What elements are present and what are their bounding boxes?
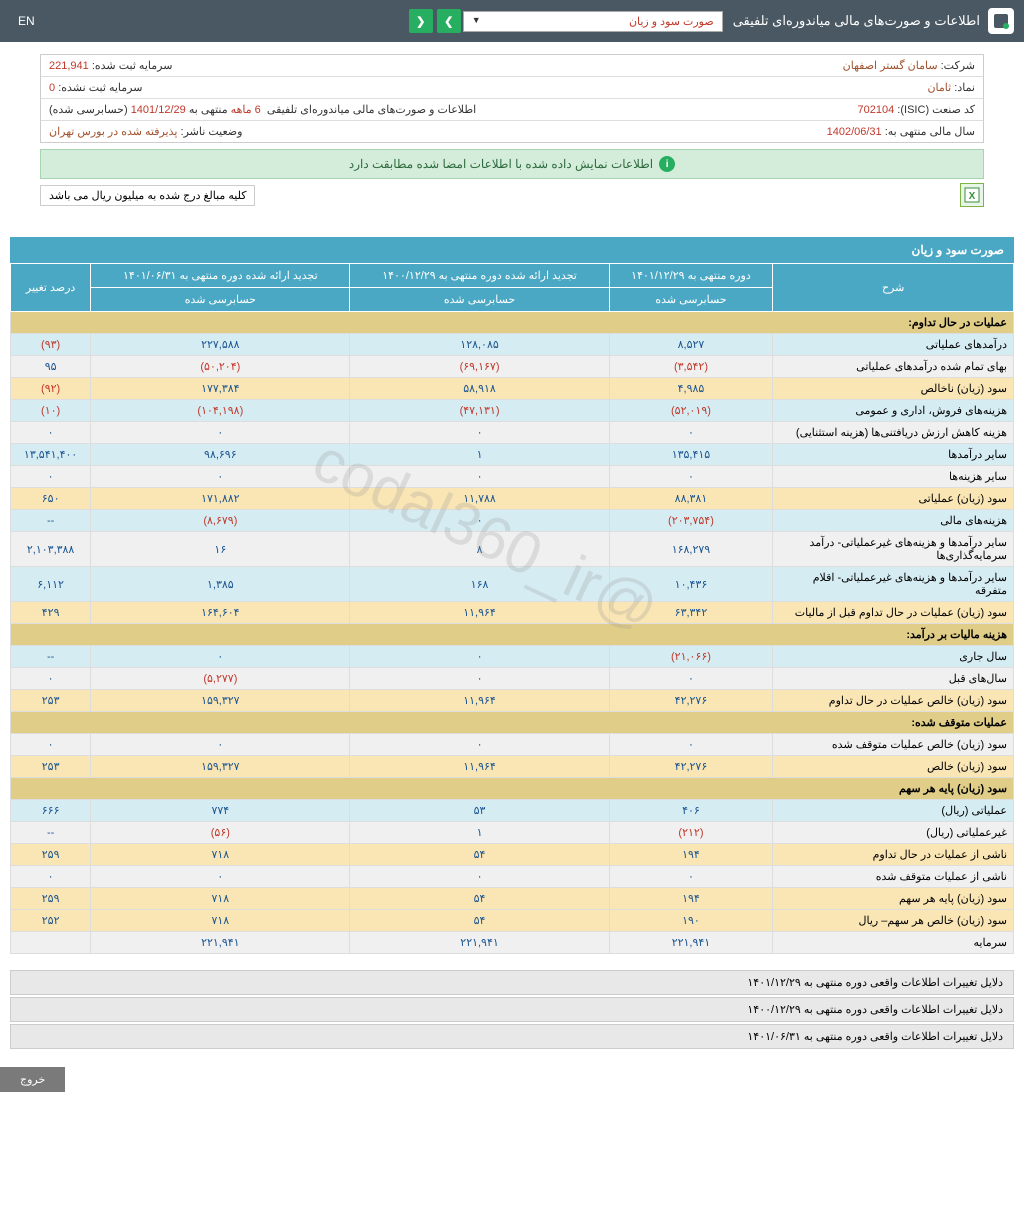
nav-next-button[interactable]: ❯: [437, 9, 461, 33]
period-v1: 6 ماهه: [231, 104, 261, 116]
table-row: هزینه‌های مالی(۲۰۳,۷۵۴)۰(۸,۶۷۹)--: [11, 510, 1014, 532]
table-row: ناشی از عملیات متوقف شده۰۰۰۰: [11, 866, 1014, 888]
table-row: سود (زیان) ناخالص۴,۹۸۵۵۸,۹۱۸۱۷۷,۳۸۴(۹۲): [11, 378, 1014, 400]
company-value: سامان گستر اصفهان: [843, 60, 938, 72]
chevron-down-icon: ▼: [472, 15, 481, 28]
verification-banner: i اطلاعات نمایش داده شده با اطلاعات امضا…: [40, 149, 984, 179]
col-c2: تجدید ارائه شده دوره منتهی به ۱۴۰۰/۱۲/۲۹: [350, 264, 609, 288]
status-value: پذیرفته شده در بورس تهران: [49, 126, 177, 138]
logo-icon: [988, 8, 1014, 34]
table-row: سود (زیان) خالص هر سهم– ریال۱۹۰۵۴۷۱۸۲۵۲: [11, 910, 1014, 932]
reason-item[interactable]: دلایل تغییرات اطلاعات واقعی دوره منتهی ب…: [10, 970, 1014, 995]
table-row: سایر درآمدها و هزینه‌های غیرعملیاتی- درآ…: [11, 532, 1014, 567]
table-row: درآمدهای عملیاتی۸,۵۲۷۱۲۸,۰۸۵۲۲۷,۵۸۸(۹۳): [11, 334, 1014, 356]
info-panel: شرکت: سامان گستر اصفهان سرمایه ثبت شده: …: [40, 54, 984, 143]
table-row: عملیات متوقف شده:: [11, 712, 1014, 734]
col-c1: دوره منتهی به ۱۴۰۱/۱۲/۲۹: [609, 264, 773, 288]
table-row: سود (زیان) خالص۴۲,۲۷۶۱۱,۹۶۴۱۵۹,۳۲۷۲۵۳: [11, 756, 1014, 778]
table-row: سرمایه۲۲۱,۹۴۱۲۲۱,۹۴۱۲۲۱,۹۴۱: [11, 932, 1014, 954]
reasons-list: دلایل تغییرات اطلاعات واقعی دوره منتهی ب…: [10, 970, 1014, 1049]
table-row: بهای تمام شده درآمدهای عملیاتی(۳,۵۴۲)(۶۹…: [11, 356, 1014, 378]
symbol-label: نماد:: [954, 82, 975, 94]
table-row: سایر هزینه‌ها۰۰۰۰: [11, 466, 1014, 488]
table-row: سود (زیان) پایه هر سهم۱۹۴۵۴۷۱۸۲۵۹: [11, 888, 1014, 910]
table-row: غیرعملیاتی (ریال)(۲۱۲)۱(۵۶)--: [11, 822, 1014, 844]
isic-value: 702104: [858, 104, 895, 116]
table-row: سود (زیان) پایه هر سهم: [11, 778, 1014, 800]
company-label: شرکت:: [941, 60, 975, 72]
section-header: صورت سود و زیان: [10, 237, 1014, 263]
col-c3: تجدید ارائه شده دوره منتهی به ۱۴۰۱/۰۶/۳۱: [91, 264, 350, 288]
col-desc: شرح: [773, 264, 1014, 312]
capital-reg-label: سرمایه ثبت شده:: [92, 60, 173, 72]
nav-prev-button[interactable]: ❮: [409, 9, 433, 33]
capital-unreg-value: 0: [49, 82, 55, 94]
exit-button[interactable]: خروج: [0, 1067, 65, 1092]
symbol-value: ثامان: [927, 82, 951, 94]
table-row: هزینه‌های فروش، اداری و عمومی(۵۲,۰۱۹)(۴۷…: [11, 400, 1014, 422]
banner-text: اطلاعات نمایش داده شده با اطلاعات امضا ش…: [349, 157, 653, 171]
svg-text:X: X: [969, 191, 976, 202]
info-icon: i: [659, 156, 675, 172]
capital-reg-value: 221,941: [49, 60, 89, 72]
reason-item[interactable]: دلایل تغییرات اطلاعات واقعی دوره منتهی ب…: [10, 997, 1014, 1022]
table-row: عملیاتی (ریال)۴۰۶۵۳۷۷۴۶۶۶: [11, 800, 1014, 822]
table-row: هزینه کاهش ارزش دریافتنی‌ها (هزینه استثن…: [11, 422, 1014, 444]
table-row: سود (زیان) خالص عملیات متوقف شده۰۰۰۰: [11, 734, 1014, 756]
table-row: سود (زیان) عملیات در حال تداوم قبل از ما…: [11, 602, 1014, 624]
col-c2s: حسابرسی شده: [350, 288, 609, 312]
table-row: سال‌های قبل۰۰(۵,۲۷۷)۰: [11, 668, 1014, 690]
table-row: سال جاری(۲۱,۰۶۶)۰۰--: [11, 646, 1014, 668]
table-row: سود (زیان) عملیاتی۸۸,۳۸۱۱۱,۷۸۸۱۷۱,۸۸۲۶۵۰: [11, 488, 1014, 510]
page-title: اطلاعات و صورت‌های مالی میاندوره‌ای تلفی…: [733, 13, 980, 29]
table-row: سایر درآمدها۱۳۵,۴۱۵۱۹۸,۶۹۶۱۳,۵۴۱,۴۰۰: [11, 444, 1014, 466]
table-row: هزینه مالیات بر درآمد:: [11, 624, 1014, 646]
table-row: سایر درآمدها و هزینه‌های غیرعملیاتی- اقل…: [11, 567, 1014, 602]
period-label: اطلاعات و صورت‌های مالی میاندوره‌ای تلفی…: [267, 104, 476, 116]
income-statement-table: شرح دوره منتهی به ۱۴۰۱/۱۲/۲۹ تجدید ارائه…: [10, 263, 1014, 954]
status-label: وضعیت ناشر:: [181, 126, 243, 138]
table-row: ناشی از عملیات در حال تداوم۱۹۴۵۴۷۱۸۲۵۹: [11, 844, 1014, 866]
excel-export-icon[interactable]: X: [960, 183, 984, 207]
period-v3: 1401/12/29: [131, 104, 186, 116]
period-v4: (حسابرسی شده): [49, 104, 128, 116]
fiscal-value: 1402/06/31: [827, 126, 882, 138]
capital-unreg-label: سرمایه ثبت نشده:: [58, 82, 142, 94]
dropdown-value: صورت سود و زیان: [629, 15, 714, 28]
col-c3s: حسابرسی شده: [91, 288, 350, 312]
col-c4: درصد تغییر: [11, 264, 91, 312]
fiscal-label: سال مالی منتهی به:: [885, 126, 975, 138]
reason-item[interactable]: دلایل تغییرات اطلاعات واقعی دوره منتهی ب…: [10, 1024, 1014, 1049]
top-bar: اطلاعات و صورت‌های مالی میاندوره‌ای تلفی…: [0, 0, 1024, 42]
period-v2: منتهی به: [189, 104, 228, 116]
table-row: سود (زیان) خالص عملیات در حال تداوم۴۲,۲۷…: [11, 690, 1014, 712]
currency-note: کلیه مبالغ درج شده به میلیون ریال می باش…: [40, 185, 255, 206]
col-c1s: حسابرسی شده: [609, 288, 773, 312]
report-dropdown[interactable]: صورت سود و زیان ▼: [463, 11, 723, 32]
language-toggle[interactable]: EN: [18, 14, 35, 28]
isic-label: کد صنعت (ISIC):: [897, 104, 975, 116]
table-row: عملیات در حال تداوم:: [11, 312, 1014, 334]
